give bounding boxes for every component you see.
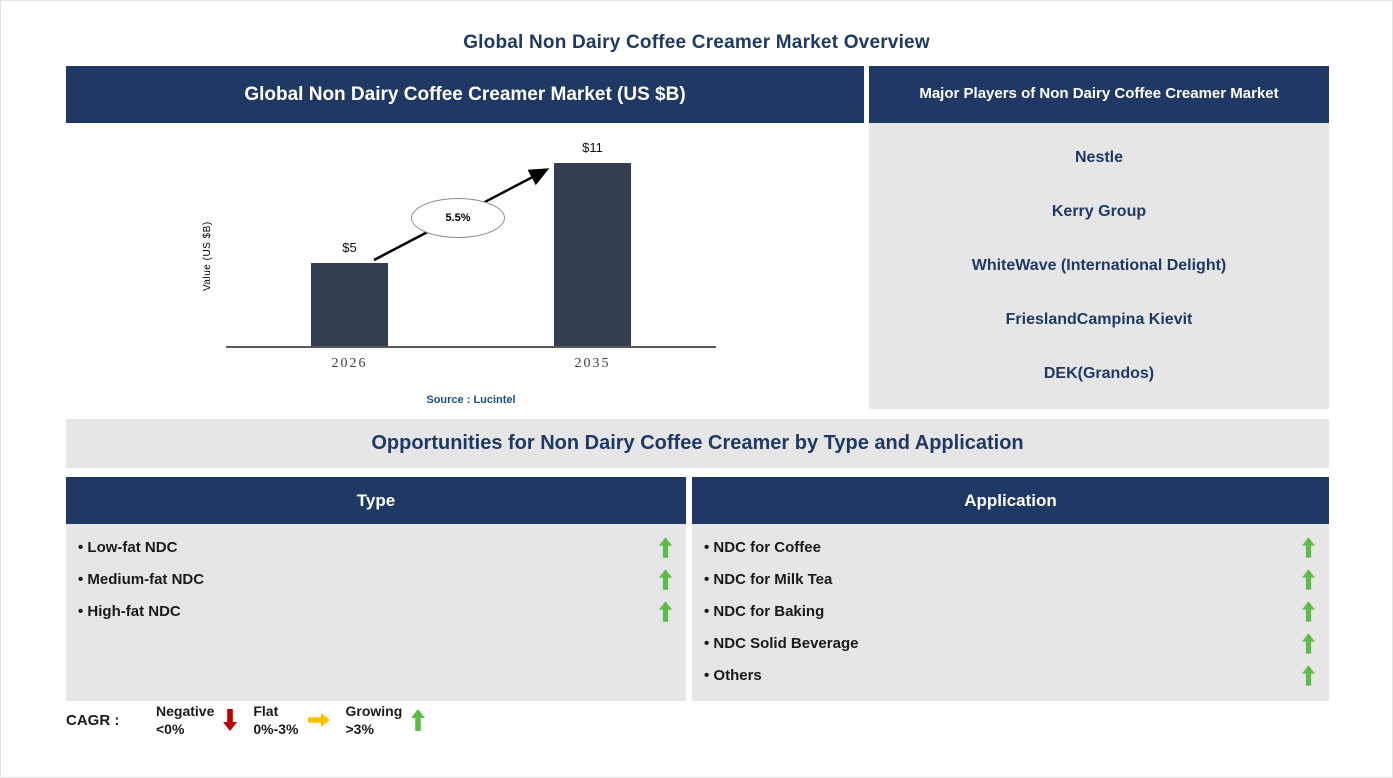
legend-item-flat: Flat 0%-3% xyxy=(253,702,330,738)
growing-up-arrow-icon xyxy=(411,708,426,732)
player-item: DEK(Grandos) xyxy=(1043,365,1155,382)
legend-text: Flat 0%-3% xyxy=(253,702,298,738)
list-item: NDC for Milk Tea xyxy=(692,563,1329,595)
list-item: Others xyxy=(692,659,1329,691)
list-item: High-fat NDC xyxy=(66,595,686,627)
growing-up-arrow-icon xyxy=(1302,536,1315,558)
opportunities-header: Opportunities for Non Dairy Coffee Cream… xyxy=(66,419,1329,468)
application-item-label: NDC for Milk Tea xyxy=(704,571,832,588)
growing-up-arrow-icon xyxy=(659,600,672,622)
legend-name: Growing xyxy=(345,703,403,719)
type-item-label: Low-fat NDC xyxy=(78,539,177,556)
legend-range: >3% xyxy=(345,721,374,738)
x-tick-2026: 2026 xyxy=(331,356,368,371)
application-item-label: Others xyxy=(704,667,761,684)
type-column-header: Type xyxy=(66,477,686,524)
player-item: Kerry Group xyxy=(1051,203,1147,220)
legend-name: Negative xyxy=(156,703,215,719)
growing-up-arrow-icon xyxy=(1302,664,1315,686)
player-item: Nestle xyxy=(1074,149,1124,166)
market-chart-header: Global Non Dairy Coffee Creamer Market (… xyxy=(66,66,864,123)
legend-text: Growing >3% xyxy=(346,702,403,738)
chart-source: Source : Lucintel xyxy=(426,394,516,406)
growing-up-arrow-icon xyxy=(1302,632,1315,654)
legend-range: <0% xyxy=(156,721,185,738)
bar-chart-plot-area: $5 $11 5.5% 2026 2035 xyxy=(226,140,716,371)
list-item: NDC for Baking xyxy=(692,595,1329,627)
cagr-annotation: 5.5% xyxy=(411,198,505,238)
list-item: NDC for Coffee xyxy=(692,531,1329,563)
legend-text: Negative <0% xyxy=(156,702,214,738)
cagr-annotation-value: 5.5% xyxy=(445,212,471,224)
x-tick-2035: 2035 xyxy=(574,356,611,371)
legend-item-negative: Negative <0% xyxy=(156,702,238,738)
y-axis-label: Value (US $B) xyxy=(202,221,213,291)
growing-up-arrow-icon xyxy=(659,536,672,558)
application-item-label: NDC for Baking xyxy=(704,603,824,620)
list-item: Low-fat NDC xyxy=(66,531,686,563)
type-item-label: High-fat NDC xyxy=(78,603,180,620)
growth-trend-arrow xyxy=(373,168,550,262)
market-bar-chart: Value (US $B) $5 $11 5.5% 2026 2035 xyxy=(66,123,864,411)
bar-value-label-2035: $11 xyxy=(582,140,603,155)
cagr-legend-label: CAGR : xyxy=(66,711,120,729)
list-item: NDC Solid Beverage xyxy=(692,627,1329,659)
bar-2026: $5 xyxy=(311,240,388,346)
player-item: FrieslandCampina Kievit xyxy=(1005,311,1193,328)
application-list: NDC for Coffee NDC for Milk Tea NDC for … xyxy=(692,524,1329,701)
flat-right-arrow-icon xyxy=(307,709,330,731)
major-players-header: Major Players of Non Dairy Coffee Creame… xyxy=(869,66,1329,123)
legend-name: Flat xyxy=(253,703,279,719)
growing-up-arrow-icon xyxy=(1302,568,1315,590)
growing-up-arrow-icon xyxy=(659,568,672,590)
legend-item-growing: Growing >3% xyxy=(346,702,426,738)
bar-2035: $11 xyxy=(554,140,631,346)
player-item: WhiteWave (International Delight) xyxy=(971,257,1227,274)
page-title: Global Non Dairy Coffee Creamer Market O… xyxy=(463,32,930,53)
list-item: Medium-fat NDC xyxy=(66,563,686,595)
type-list: Low-fat NDC Medium-fat NDC High-fat NDC xyxy=(66,524,686,701)
legend-range: 0%-3% xyxy=(253,721,299,738)
cagr-legend: CAGR : Negative <0% Flat 0%-3% Growing >… xyxy=(66,702,441,738)
major-players-list: Nestle Kerry Group WhiteWave (Internatio… xyxy=(869,123,1329,409)
application-column-header: Application xyxy=(692,477,1329,524)
negative-down-arrow-icon xyxy=(223,708,238,732)
application-item-label: NDC Solid Beverage xyxy=(704,635,858,652)
growing-up-arrow-icon xyxy=(1302,600,1315,622)
type-item-label: Medium-fat NDC xyxy=(78,571,204,588)
bar-value-label-2026: $5 xyxy=(342,240,357,255)
application-item-label: NDC for Coffee xyxy=(704,539,821,556)
